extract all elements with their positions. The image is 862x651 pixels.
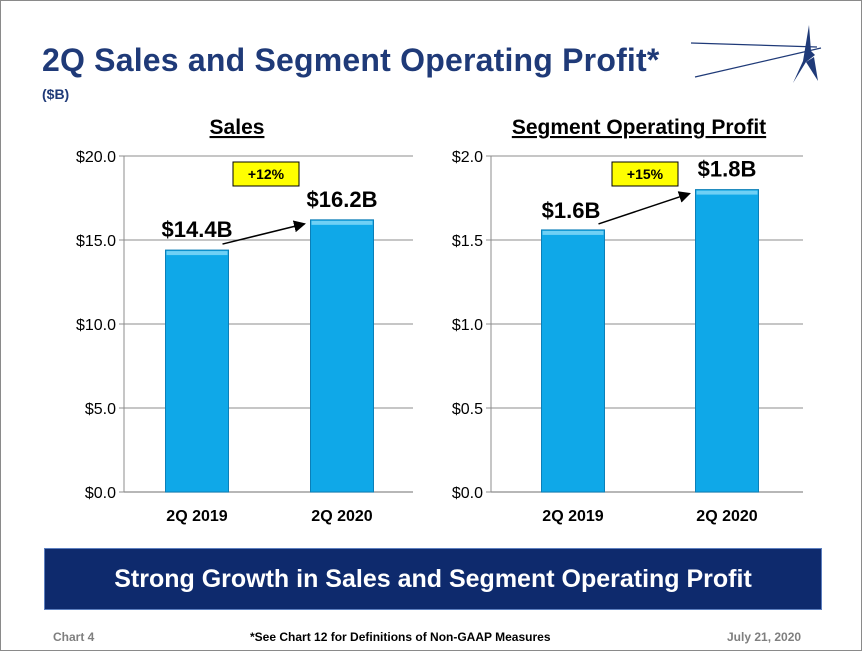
growth-arrow bbox=[222, 220, 306, 245]
bar bbox=[695, 189, 759, 493]
bar-highlight bbox=[696, 190, 758, 195]
bar-highlight bbox=[542, 230, 604, 235]
data-label: $1.8B bbox=[698, 157, 757, 182]
y-tick-label: $5.0 bbox=[85, 401, 116, 418]
star-logo-icon bbox=[690, 25, 822, 83]
y-tick-label: $0.0 bbox=[452, 485, 483, 502]
units-subtitle: ($B) bbox=[42, 86, 70, 102]
chart-title: Sales bbox=[210, 116, 265, 139]
y-tick-label: $10.0 bbox=[76, 317, 116, 334]
x-tick-label: 2Q 2019 bbox=[166, 508, 227, 525]
y-tick-label: $0.5 bbox=[452, 401, 483, 418]
y-tick-label: $2.0 bbox=[452, 149, 483, 166]
bar bbox=[310, 219, 374, 493]
data-label: $16.2B bbox=[307, 187, 378, 212]
footer-chart-number: Chart 4 bbox=[53, 630, 95, 644]
bar bbox=[541, 229, 605, 493]
bar bbox=[165, 249, 229, 493]
growth-badge bbox=[611, 161, 679, 187]
footer-date: July 21, 2020 bbox=[727, 630, 802, 644]
banner-text: Strong Growth in Sales and Segment Opera… bbox=[114, 564, 752, 593]
chart-title: Segment Operating Profit bbox=[512, 116, 766, 139]
y-tick-label: $1.0 bbox=[452, 317, 483, 334]
x-tick-label: 2Q 2020 bbox=[696, 508, 757, 525]
y-tick-label: $0.0 bbox=[85, 485, 116, 502]
y-tick-label: $1.5 bbox=[452, 233, 483, 250]
growth-arrow bbox=[598, 191, 691, 225]
page-title: 2Q Sales and Segment Operating Profit* bbox=[42, 42, 660, 78]
x-tick-label: 2Q 2020 bbox=[311, 508, 372, 525]
bar-highlight bbox=[166, 251, 228, 256]
bar-highlight bbox=[311, 220, 373, 225]
y-tick-label: $15.0 bbox=[76, 233, 116, 250]
y-tick-label: $20.0 bbox=[76, 149, 116, 166]
charts-canvas: Sales $0.0 $5.0 $10.0 $15.0 $20.0 2Q 2019 2Q 20… bbox=[76, 116, 803, 525]
data-label: $14.4B bbox=[162, 217, 233, 242]
conclusion-banner: Strong Growth in Sales and Segment Opera… bbox=[44, 548, 822, 610]
footer-note: *See Chart 12 for Definitions of Non-GAA… bbox=[250, 630, 551, 644]
growth-badge-label: +12% bbox=[248, 166, 285, 182]
x-tick-label: 2Q 2019 bbox=[542, 508, 603, 525]
data-label: $1.6B bbox=[542, 198, 601, 223]
growth-badge-label: +15% bbox=[627, 166, 664, 182]
growth-badge bbox=[232, 161, 300, 187]
